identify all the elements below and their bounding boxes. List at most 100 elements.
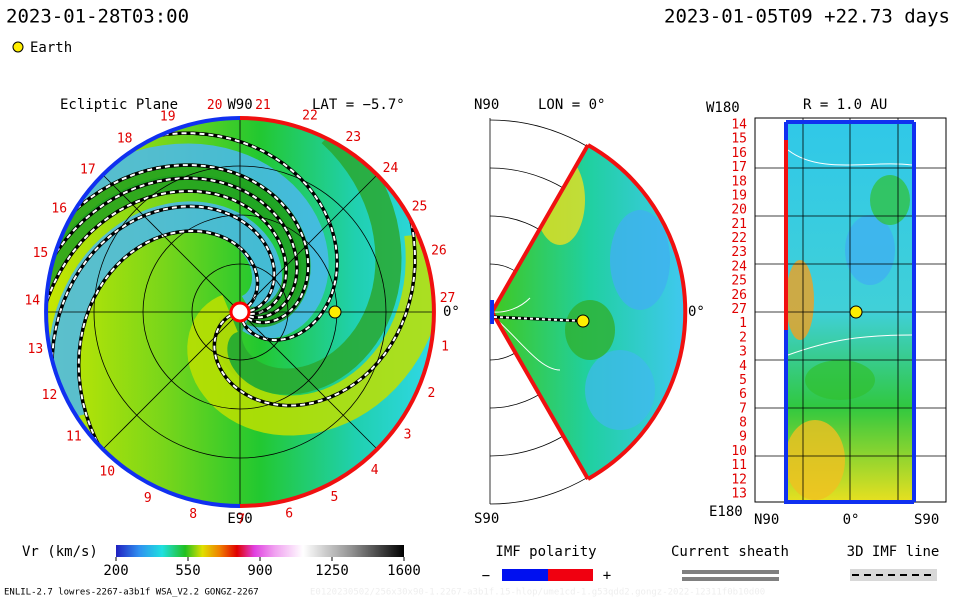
s90: S90: [914, 512, 939, 528]
day-label: 9: [739, 430, 747, 445]
w180: W180: [706, 100, 740, 116]
day-label: 10: [99, 465, 115, 480]
e90: E90: [227, 511, 252, 527]
day-label: 8: [189, 507, 197, 522]
field-band: [73, 143, 329, 339]
day-label: 22: [731, 231, 747, 246]
imf-line-dash: [46, 190, 288, 324]
imf-line-dash: [58, 164, 310, 324]
day-label: 1: [441, 339, 449, 354]
field-band: [215, 124, 402, 395]
earth-icon: [12, 41, 24, 53]
day-label: 7: [237, 512, 245, 527]
day-label: 25: [412, 199, 428, 214]
sun: [229, 301, 251, 323]
day-label: 15: [33, 246, 49, 261]
day-label: 14: [24, 294, 40, 309]
day-label: 27: [440, 291, 456, 306]
day-label: 19: [731, 188, 747, 203]
day-label: 12: [42, 388, 58, 403]
day-label: 1: [739, 316, 747, 331]
imf-line-dash: [46, 177, 298, 319]
zero: 0°: [443, 304, 460, 320]
day-label: 13: [28, 342, 44, 357]
zero: 0°: [843, 512, 860, 528]
day-label: 15: [731, 132, 747, 147]
w90: W90: [227, 97, 252, 113]
imf-line-dash: [138, 132, 339, 342]
neg-swatch: [502, 569, 548, 581]
radius: R = 1.0 AU: [803, 97, 887, 113]
day-label: 16: [51, 202, 67, 217]
ecliptic-panel: Ecliptic Plane LAT = −5.7° W90 E90 0° 20…: [24, 97, 459, 527]
panel-title: Ecliptic Plane: [60, 97, 178, 113]
imf-title: 3D IMF line: [847, 544, 940, 560]
day-label: 5: [739, 373, 747, 388]
colorbar-tick-label: 1600: [387, 563, 421, 579]
footer-left: ENLIL-2.7 lowres-2267-a3b1f WSA_V2.2 GON…: [4, 588, 259, 598]
polarity-title: IMF polarity: [495, 544, 596, 560]
day-label: 26: [431, 244, 447, 259]
field-band: [46, 163, 311, 328]
colorbar-tick-label: 900: [247, 563, 272, 579]
meridian-panel: N90 LON = 0° S90 0°: [474, 97, 705, 527]
day-label: 2: [428, 386, 436, 401]
day-label: 5: [331, 490, 339, 505]
day-label: 4: [739, 359, 747, 374]
pos-polarity-rim: [239, 116, 436, 508]
s90: S90: [474, 511, 499, 527]
day-label: 6: [739, 387, 747, 402]
day-label: 17: [731, 160, 747, 175]
field-structure: [46, 124, 434, 465]
latitude: LAT = −5.7°: [312, 97, 405, 113]
day-label: 26: [731, 288, 747, 303]
colorbar-tick-label: 1250: [315, 563, 349, 579]
day-label: 4: [371, 463, 379, 478]
day-label: 18: [117, 131, 133, 146]
day-label: 19: [160, 109, 176, 124]
colorbar-label: Vr (km/s): [22, 544, 98, 560]
day-label: 13: [731, 487, 747, 502]
radial-panel: W180 R = 1.0 AU E180 N90 0° S90 14151617…: [706, 97, 947, 528]
day-label: 27: [731, 302, 747, 317]
day-label: 2: [739, 330, 747, 345]
day-label: 23: [731, 245, 747, 260]
n90: N90: [474, 97, 499, 113]
day-label: 20: [207, 98, 223, 113]
day-label: 23: [345, 130, 361, 145]
plus: +: [603, 568, 611, 584]
day-label: 14: [731, 118, 747, 133]
footer-right: E0120230502/256x30x90-1.2267-a3b1f.15-hl…: [310, 588, 765, 598]
day-label: 12: [731, 472, 747, 487]
field-band: [47, 201, 283, 422]
day-label: 3: [404, 428, 412, 443]
colorbar: [116, 545, 404, 557]
day-label: 6: [285, 507, 293, 522]
day-label: 21: [731, 217, 747, 232]
day-label: 11: [66, 430, 82, 445]
day-label: 8: [739, 416, 747, 431]
sheath-swatch: [682, 577, 779, 581]
day-label: 17: [80, 163, 96, 178]
field-band: [187, 232, 434, 436]
day-label: 10: [731, 444, 747, 459]
imf-line-dash: [77, 229, 259, 464]
e180: E180: [709, 504, 743, 520]
elapsed: 2023-01-05T09 +22.73 days: [664, 6, 950, 28]
earth: [328, 305, 342, 319]
earth-legend: Earth: [30, 40, 72, 56]
sheath-title: Current sheath: [671, 544, 789, 560]
day-label: 16: [731, 146, 747, 161]
day-label: 9: [144, 491, 152, 506]
day-label: 24: [383, 161, 399, 176]
pos-swatch: [548, 569, 593, 581]
longitude: LON = 0°: [538, 97, 605, 113]
day-label: 7: [739, 401, 747, 416]
imf-line-dash: [50, 205, 276, 383]
run-time: 2023-01-28T03:00: [6, 6, 189, 28]
field-band: [46, 174, 302, 325]
day-label: 22: [302, 109, 318, 124]
n90: N90: [754, 512, 779, 528]
colorbar-tick-label: 550: [175, 563, 200, 579]
day-label: 20: [731, 203, 747, 218]
